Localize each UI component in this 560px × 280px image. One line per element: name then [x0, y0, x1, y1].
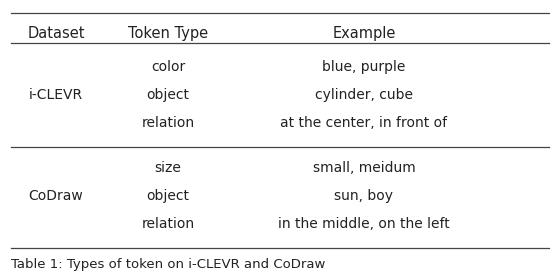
Text: size: size — [155, 161, 181, 175]
Text: CoDraw: CoDraw — [29, 189, 83, 203]
Text: at the center, in front of: at the center, in front of — [281, 116, 447, 130]
Text: in the middle, on the left: in the middle, on the left — [278, 217, 450, 231]
Text: i-CLEVR: i-CLEVR — [29, 88, 83, 102]
Text: blue, purple: blue, purple — [323, 60, 405, 74]
Text: Token Type: Token Type — [128, 26, 208, 41]
Text: object: object — [147, 88, 189, 102]
Text: Example: Example — [332, 26, 396, 41]
Text: color: color — [151, 60, 185, 74]
Text: relation: relation — [142, 116, 194, 130]
Text: small, meidum: small, meidum — [312, 161, 416, 175]
Text: cylinder, cube: cylinder, cube — [315, 88, 413, 102]
Text: object: object — [147, 189, 189, 203]
Text: Dataset: Dataset — [27, 26, 85, 41]
Text: Table 1: Types of token on i-CLEVR and CoDraw: Table 1: Types of token on i-CLEVR and C… — [11, 258, 325, 271]
Text: sun, boy: sun, boy — [334, 189, 394, 203]
Text: relation: relation — [142, 217, 194, 231]
